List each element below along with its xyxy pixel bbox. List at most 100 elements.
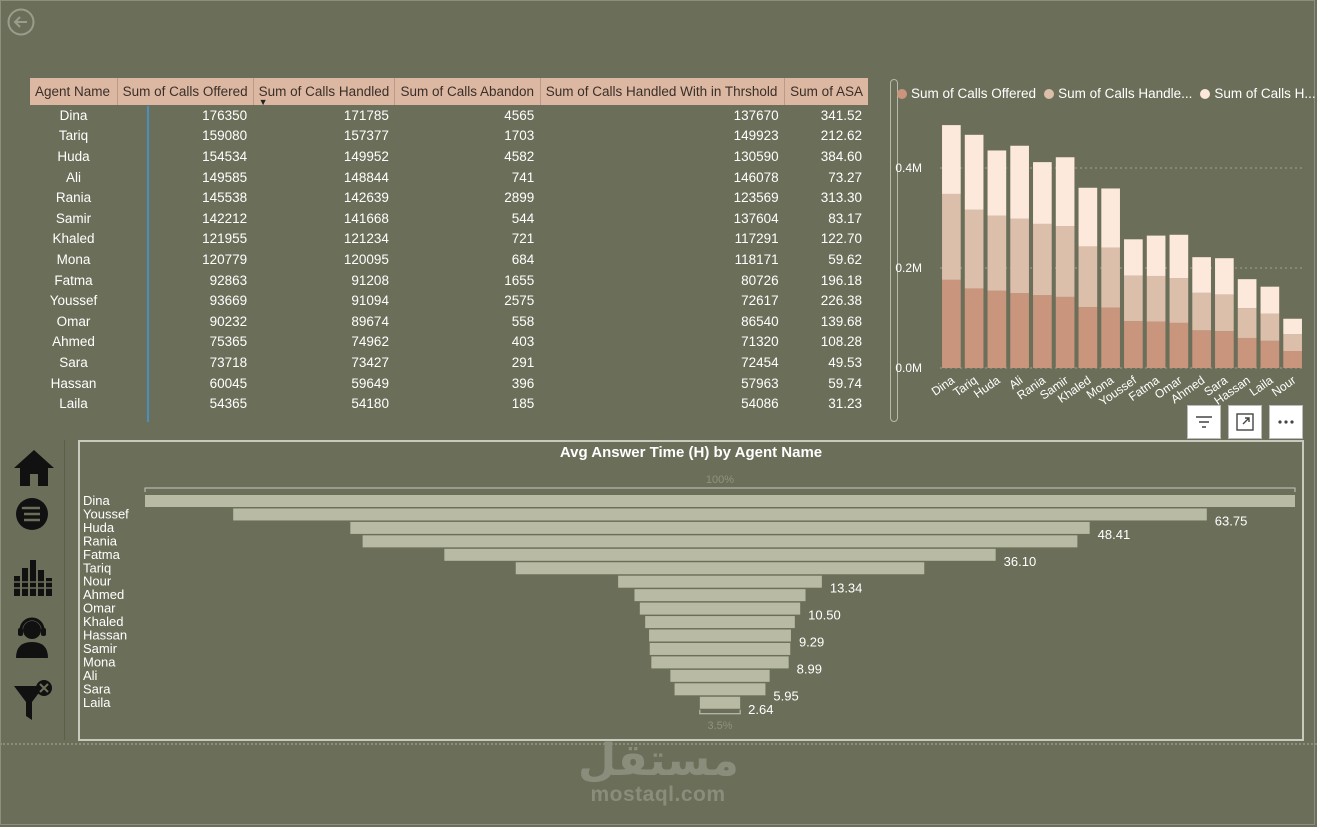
bar-segment[interactable] xyxy=(987,150,1007,216)
bar-segment[interactable] xyxy=(1283,318,1302,335)
bar-segment[interactable] xyxy=(1283,334,1302,351)
table-row[interactable]: Hassan 60045 59649 396 57963 59.74 xyxy=(30,373,868,394)
more-options-button[interactable] xyxy=(1269,405,1303,439)
bar-segment[interactable] xyxy=(942,193,961,280)
bar-segment[interactable] xyxy=(1169,234,1189,279)
funnel-bar[interactable] xyxy=(645,616,795,629)
support-agent-icon[interactable] xyxy=(12,616,56,660)
clear-filter-icon[interactable] xyxy=(12,678,56,722)
bar-segment[interactable] xyxy=(1078,307,1098,368)
column-header[interactable]: Sum of Calls Offered xyxy=(117,78,254,105)
funnel-bar[interactable] xyxy=(649,629,791,642)
bar-segment[interactable] xyxy=(1033,162,1052,224)
home-icon[interactable] xyxy=(12,446,56,490)
bar-segment[interactable] xyxy=(1283,351,1302,368)
bar-segment[interactable] xyxy=(964,288,984,368)
bar-segment[interactable] xyxy=(1215,331,1234,368)
filter-button[interactable] xyxy=(1187,405,1221,439)
table-row[interactable]: Mona 120779 120095 684 118171 59.62 xyxy=(30,249,868,270)
funnel-bar[interactable] xyxy=(515,562,925,575)
bar-segment[interactable] xyxy=(1033,223,1052,296)
funnel-bar[interactable] xyxy=(444,548,996,561)
bar-segment[interactable] xyxy=(1260,313,1280,341)
bar-segment[interactable] xyxy=(942,125,961,194)
funnel-bar[interactable] xyxy=(699,696,741,709)
list-icon[interactable] xyxy=(12,494,56,538)
bar-segment[interactable] xyxy=(1169,278,1189,323)
table-row[interactable]: Tariq 159080 157377 1703 149923 212.62 xyxy=(30,126,868,147)
funnel-bar[interactable] xyxy=(145,495,1295,507)
bar-segment[interactable] xyxy=(1101,188,1120,248)
table-row[interactable]: Omar 90232 89674 558 86540 139.68 xyxy=(30,311,868,332)
bar-chart-icon[interactable] xyxy=(12,556,56,600)
bar-segment[interactable] xyxy=(1146,321,1166,368)
column-header[interactable]: Sum of Calls Handled ▼ xyxy=(253,78,396,107)
funnel-bar[interactable] xyxy=(350,521,1090,534)
funnel-bar[interactable] xyxy=(362,535,1078,548)
table-row[interactable]: Khaled 121955 121234 721 117291 122.70 xyxy=(30,229,868,250)
bar-segment[interactable] xyxy=(1078,246,1098,308)
focus-mode-button[interactable] xyxy=(1228,405,1262,439)
bar-segment[interactable] xyxy=(1055,296,1075,368)
legend-item[interactable]: Sum of Calls H... xyxy=(1200,86,1316,101)
table-row[interactable]: Rania 145538 142639 2899 123569 313.30 xyxy=(30,187,868,208)
column-header[interactable]: Sum of Calls Handled With in Thrshold xyxy=(540,78,786,105)
funnel-bar[interactable] xyxy=(634,589,806,602)
value-cell: 130590 xyxy=(733,148,779,164)
table-row[interactable]: Fatma 92863 91208 1655 80726 196.18 xyxy=(30,270,868,291)
bar-segment[interactable] xyxy=(1124,321,1143,368)
bar-segment[interactable] xyxy=(1260,286,1280,314)
bar-segment[interactable] xyxy=(1124,275,1143,322)
bar-segment[interactable] xyxy=(987,290,1007,368)
bar-segment[interactable] xyxy=(1101,247,1120,308)
bar-segment[interactable] xyxy=(1192,257,1211,293)
funnel-bar[interactable] xyxy=(651,656,789,669)
bar-segment[interactable] xyxy=(964,134,984,210)
table-row[interactable]: Sara 73718 73427 291 72454 49.53 xyxy=(30,352,868,373)
legend-item[interactable]: Sum of Calls Handle... xyxy=(1044,86,1192,101)
value-cell: 2899 xyxy=(504,190,535,206)
funnel-bar[interactable] xyxy=(233,508,1207,521)
bar-segment[interactable] xyxy=(1237,308,1257,338)
column-header[interactable]: Sum of ASA xyxy=(784,78,868,105)
funnel-bar[interactable] xyxy=(639,602,801,615)
bar-segment[interactable] xyxy=(1146,275,1166,322)
bar-segment[interactable] xyxy=(1078,187,1098,247)
bar-segment[interactable] xyxy=(942,279,961,368)
bar-segment[interactable] xyxy=(1055,226,1075,297)
legend-scrollbar[interactable] xyxy=(890,79,898,422)
column-header[interactable]: Sum of Calls Abandon xyxy=(394,78,541,105)
table-row[interactable]: Ahmed 75365 74962 403 71320 108.28 xyxy=(30,332,868,353)
bar-segment[interactable] xyxy=(1237,337,1257,368)
bar-segment[interactable] xyxy=(1192,292,1211,331)
funnel-bar[interactable] xyxy=(618,575,822,588)
table-row[interactable]: Youssef 93669 91094 2575 72617 226.38 xyxy=(30,290,868,311)
bar-segment[interactable] xyxy=(1215,294,1234,332)
funnel-bar[interactable] xyxy=(674,683,766,696)
bar-segment[interactable] xyxy=(1010,293,1029,368)
column-header[interactable]: Agent Name xyxy=(30,78,118,105)
bar-segment[interactable] xyxy=(1124,239,1143,276)
funnel-bar[interactable] xyxy=(649,642,791,655)
bar-segment[interactable] xyxy=(1010,145,1029,219)
bar-segment[interactable] xyxy=(1215,258,1234,295)
bar-segment[interactable] xyxy=(1237,279,1257,309)
bar-segment[interactable] xyxy=(1010,218,1029,294)
bar-segment[interactable] xyxy=(1033,295,1052,368)
legend-item[interactable]: Sum of Calls Offered xyxy=(897,86,1036,101)
bar-segment[interactable] xyxy=(1101,307,1120,368)
table-row[interactable]: Huda 154534 149952 4582 130590 384.60 xyxy=(30,146,868,167)
table-row[interactable]: Samir 142212 141668 544 137604 83.17 xyxy=(30,208,868,229)
bar-segment[interactable] xyxy=(987,215,1007,291)
back-arrow-icon[interactable] xyxy=(7,8,35,36)
bar-segment[interactable] xyxy=(964,209,984,289)
bar-segment[interactable] xyxy=(1260,340,1280,368)
table-row[interactable]: Ali 149585 148844 741 146078 73.27 xyxy=(30,167,868,188)
funnel-bar[interactable] xyxy=(670,669,770,682)
bar-segment[interactable] xyxy=(1055,157,1075,227)
table-row[interactable]: Laila 54365 54180 185 54086 31.23 xyxy=(30,393,868,414)
bar-segment[interactable] xyxy=(1146,235,1166,276)
table-row[interactable]: Dina 176350 171785 4565 137670 341.52 xyxy=(30,105,868,126)
bar-segment[interactable] xyxy=(1169,322,1189,368)
bar-segment[interactable] xyxy=(1192,330,1211,368)
